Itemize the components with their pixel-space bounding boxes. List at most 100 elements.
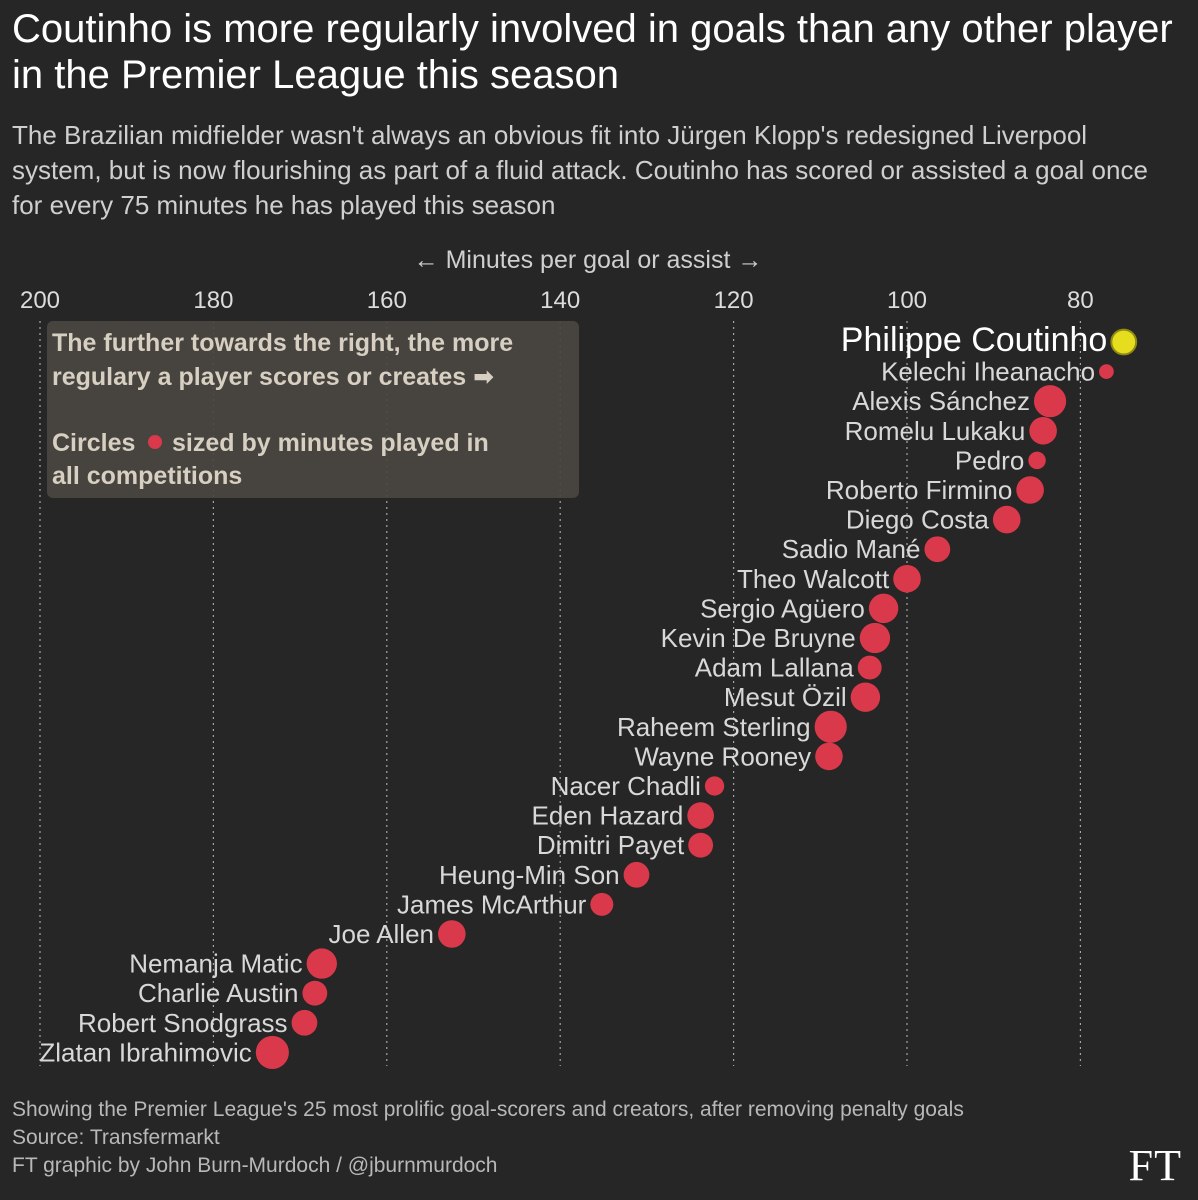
point-label: Philippe Coutinho bbox=[841, 321, 1108, 359]
point-label: Romelu Lukaku bbox=[845, 416, 1026, 446]
point-label: Zlatan Ibrahimovic bbox=[39, 1037, 251, 1067]
data-point bbox=[1029, 417, 1057, 445]
point-label: Diego Costa bbox=[846, 505, 990, 535]
data-point bbox=[814, 710, 847, 743]
point-group: Nacer Chadli bbox=[551, 771, 725, 801]
data-point bbox=[924, 536, 951, 563]
point-label: Joe Allen bbox=[328, 919, 434, 949]
data-point bbox=[850, 682, 881, 712]
data-point bbox=[688, 832, 714, 858]
point-group: Sergio Agüero bbox=[700, 593, 899, 624]
scatter-chart: ← Minutes per goal or assist → 200 180 160… bbox=[20, 246, 1138, 1069]
point-group: Heung-Min Son bbox=[439, 860, 650, 890]
ft-logo: FT bbox=[1128, 1141, 1182, 1190]
annotation-line-3b: sized by minutes played in bbox=[172, 429, 489, 457]
point-group: Dimitri Payet bbox=[537, 830, 714, 860]
annotation-background bbox=[47, 321, 579, 498]
data-point bbox=[868, 593, 899, 624]
point-group: Mesut Özil bbox=[724, 682, 881, 712]
annotation-line-2: regulary a player scores or creates ➡ bbox=[52, 363, 494, 391]
point-label: Theo Walcott bbox=[737, 564, 890, 594]
point-group: Eden Hazard bbox=[532, 801, 714, 831]
footer-note: Showing the Premier League's 25 most pro… bbox=[12, 1098, 964, 1121]
data-point bbox=[1028, 451, 1046, 470]
point-group: Wayne Rooney bbox=[634, 741, 843, 771]
point-group: Theo Walcott bbox=[737, 564, 921, 594]
data-point bbox=[1099, 364, 1114, 379]
point-group: Robert Snodgrass bbox=[78, 1008, 318, 1038]
point-label: James McArthur bbox=[397, 889, 587, 919]
data-point bbox=[992, 505, 1021, 534]
point-label: Robert Snodgrass bbox=[78, 1008, 288, 1038]
point-group: Zlatan Ibrahimovic bbox=[39, 1035, 289, 1069]
point-group: Kelechi Iheanacho bbox=[881, 357, 1114, 387]
annotation-box: The further towards the right, the more … bbox=[47, 321, 579, 498]
point-label: Eden Hazard bbox=[532, 801, 684, 831]
x-tick-label-140: 140 bbox=[540, 287, 580, 314]
point-label: Kevin De Bruyne bbox=[661, 623, 856, 653]
point-label: Nacer Chadli bbox=[551, 771, 701, 801]
point-label: Roberto Firmino bbox=[826, 475, 1012, 505]
x-tick-label-80: 80 bbox=[1067, 287, 1094, 314]
data-point bbox=[893, 565, 921, 593]
data-point bbox=[687, 802, 714, 829]
point-group: Roberto Firmino bbox=[826, 475, 1044, 505]
x-tick-label-180: 180 bbox=[193, 287, 233, 314]
point-label: Wayne Rooney bbox=[634, 741, 811, 771]
point-group: Adam Lallana bbox=[695, 653, 882, 683]
point-label: Nemanja Matic bbox=[129, 949, 302, 979]
point-label: Pedro bbox=[955, 445, 1024, 475]
data-point bbox=[704, 776, 725, 796]
data-point bbox=[859, 622, 891, 654]
point-group: Charlie Austin bbox=[138, 978, 328, 1008]
point-label: Sergio Agüero bbox=[700, 593, 865, 623]
data-point bbox=[1033, 385, 1067, 418]
point-group: Raheem Sterling bbox=[617, 710, 847, 743]
data-point bbox=[815, 742, 843, 771]
data-point bbox=[291, 1009, 318, 1036]
chart-subtitle: The Brazilian midfielder wasn't always a… bbox=[12, 120, 1148, 220]
footer-source: Source: Transfermarkt bbox=[12, 1126, 220, 1149]
x-tick-label-100: 100 bbox=[887, 287, 927, 314]
annotation-dot-icon bbox=[148, 435, 162, 449]
data-point bbox=[857, 655, 882, 680]
data-point bbox=[590, 892, 614, 916]
data-point bbox=[438, 920, 466, 948]
point-label: Charlie Austin bbox=[138, 978, 298, 1008]
point-label: Raheem Sterling bbox=[617, 712, 811, 742]
point-group: Pedro bbox=[955, 445, 1046, 475]
data-point bbox=[1016, 476, 1044, 504]
point-label: Kelechi Iheanacho bbox=[881, 357, 1095, 387]
grid-lines bbox=[39, 321, 1082, 1066]
chart-title: Coutinho is more regularly involved in g… bbox=[12, 7, 1173, 97]
annotation-line-4: all competitions bbox=[52, 462, 242, 490]
annotation-line-1: The further towards the right, the more bbox=[52, 329, 513, 357]
data-point bbox=[306, 948, 337, 979]
point-group: Joe Allen bbox=[328, 919, 466, 949]
point-label: Dimitri Payet bbox=[537, 830, 685, 860]
footer-credit: FT graphic by John Burn-Murdoch / @jburn… bbox=[12, 1154, 498, 1177]
point-group: Kevin De Bruyne bbox=[661, 622, 891, 654]
annotation-line-3a: Circles bbox=[52, 429, 135, 457]
point-label: Heung-Min Son bbox=[439, 860, 620, 890]
point-label: Adam Lallana bbox=[695, 653, 855, 683]
x-tick-label-160: 160 bbox=[367, 287, 407, 314]
x-tick-label-200: 200 bbox=[20, 287, 60, 314]
point-label: Alexis Sánchez bbox=[852, 386, 1030, 416]
point-group: Philippe Coutinho bbox=[841, 321, 1138, 359]
point-group: Diego Costa bbox=[846, 505, 1021, 535]
x-axis-ticks: 200 180 160 140 120 100 80 bbox=[20, 287, 1094, 314]
data-point bbox=[623, 861, 650, 888]
point-label: Sadio Mané bbox=[782, 534, 921, 564]
point-group: Sadio Mané bbox=[782, 534, 951, 564]
data-point bbox=[1110, 328, 1138, 356]
point-group: Alexis Sánchez bbox=[852, 385, 1067, 418]
point-group: Romelu Lukaku bbox=[845, 416, 1057, 446]
x-tick-label-120: 120 bbox=[714, 287, 754, 314]
point-label: Mesut Özil bbox=[724, 682, 847, 712]
data-point bbox=[255, 1035, 289, 1069]
point-group: Nemanja Matic bbox=[129, 948, 337, 979]
footer: Showing the Premier League's 25 most pro… bbox=[12, 1096, 964, 1180]
point-group: James McArthur bbox=[397, 889, 614, 919]
